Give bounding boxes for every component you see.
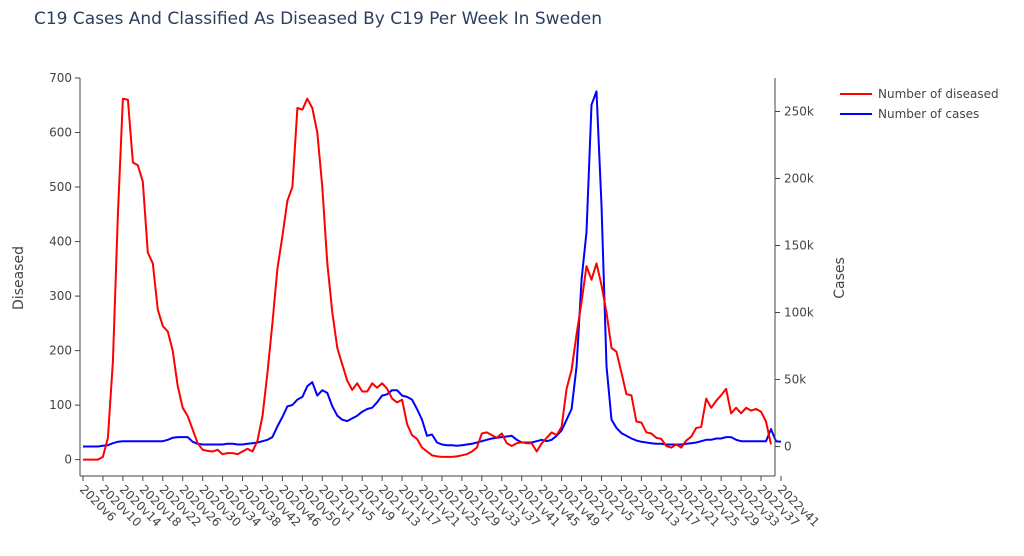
right-y-axis-title: Cases [832, 257, 848, 299]
left-y-tick-label: 100 [49, 398, 72, 412]
series-line-diseased[interactable] [83, 97, 772, 461]
legend-label-diseased: Number of diseased [878, 87, 999, 101]
legend-item-cases[interactable]: Number of cases [840, 107, 979, 121]
plot-area [83, 90, 782, 461]
right-y-ticks: 0 50k 100k 150k 200k 250k [775, 105, 814, 454]
left-y-ticks: 0 100 200 300 400 500 600 700 [49, 71, 80, 467]
left-y-tick-label: 500 [49, 180, 72, 194]
left-y-tick-label: 400 [49, 235, 72, 249]
series-line-cases[interactable] [83, 90, 782, 448]
x-ticks: 2020v62020v102020v142020v182020v222020v2… [77, 476, 822, 530]
right-y-tick-label: 200k [784, 172, 814, 186]
left-y-tick-label: 300 [49, 289, 72, 303]
chart-title: C19 Cases And Classified As Diseased By … [34, 9, 602, 29]
left-y-axis-title: Diseased [11, 246, 27, 310]
right-y-tick-label: 150k [784, 239, 814, 253]
legend-item-diseased[interactable]: Number of diseased [840, 87, 999, 101]
right-y-tick-label: 250k [784, 105, 814, 119]
left-y-tick-label: 0 [64, 453, 72, 467]
legend: Number of diseased Number of cases [840, 87, 999, 121]
left-y-tick-label: 200 [49, 344, 72, 358]
left-y-tick-label: 700 [49, 71, 72, 85]
right-y-tick-label: 0 [784, 440, 792, 454]
legend-label-cases: Number of cases [878, 107, 979, 121]
left-y-tick-label: 600 [49, 126, 72, 140]
right-y-tick-label: 50k [784, 373, 806, 387]
right-y-tick-label: 100k [784, 306, 814, 320]
